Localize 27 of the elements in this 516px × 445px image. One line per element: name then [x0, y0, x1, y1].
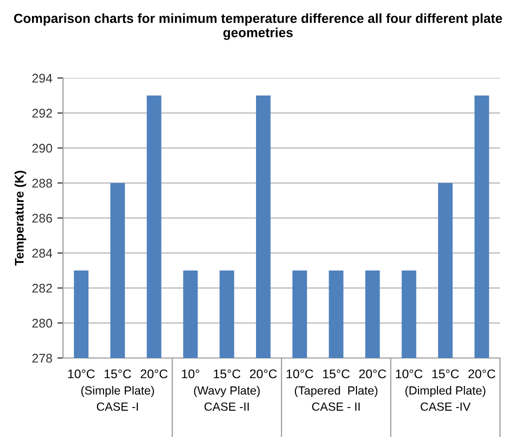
y-tick-label: 284: [32, 248, 52, 258]
text: (Tapered Plate) CASE - II: [294, 386, 378, 411]
y-tick-label: 288: [32, 178, 52, 188]
chart-title: Comparison charts for minimum temperature difference all four different plate geometries: [14, 13, 502, 40]
y-tick-label: 294: [32, 74, 52, 83]
y-tick-label: 278: [32, 354, 52, 363]
x-tick-label: 20°C: [140, 369, 168, 378]
y-tick-label: 286: [32, 214, 52, 223]
text: (Wavy Plate) CASE -II: [194, 386, 260, 411]
x-tick-label: 15°C: [323, 369, 350, 378]
x-tick-label: 20°C: [359, 369, 386, 378]
x-tick-label: 10°C: [286, 369, 314, 378]
x-tick-label: 20°C: [468, 369, 496, 378]
x-tick-label: 10°C: [68, 369, 95, 378]
x-tick-label: 10°: [182, 369, 200, 378]
x-tick-label: 15°C: [104, 369, 132, 378]
text: (Dimpled Plate) CASE -IV: [405, 386, 486, 411]
y-tick-label: 292: [32, 108, 52, 118]
y-axis-title: Temperature (K): [14, 170, 26, 266]
x-tick-label: 10°C: [396, 369, 422, 378]
text: (Simple Plate) CASE -I: [81, 386, 154, 411]
x-tick-label: 15°C: [214, 369, 240, 378]
x-tick-label: 15°C: [432, 369, 459, 378]
y-tick-label: 282: [32, 284, 52, 293]
y-tick-label: 280: [32, 318, 52, 328]
x-tick-label: 20°C: [250, 369, 277, 378]
y-tick-label: 290: [32, 144, 52, 153]
